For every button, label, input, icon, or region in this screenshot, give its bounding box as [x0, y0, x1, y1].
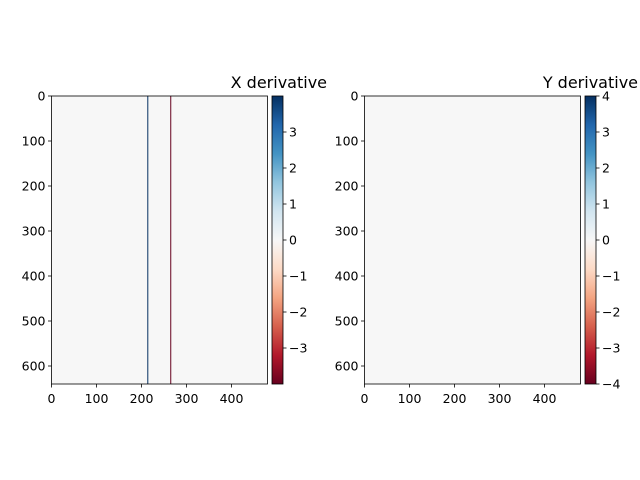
chart-title: Y derivative — [542, 73, 638, 92]
colorbar-tick-label: 2 — [289, 161, 297, 176]
colorbar-gradient — [271, 95, 284, 385]
colorbar-tick-label: 1 — [289, 197, 297, 212]
x-tick-label: 100 — [85, 391, 109, 406]
colorbar-tick-label: −2 — [602, 305, 620, 320]
colorbar-gradient — [584, 95, 597, 385]
x-tick-label: 400 — [220, 391, 244, 406]
colorbar: −4 −3 −2 −1 0 1 2 3 4 — [584, 89, 620, 392]
x-tick-label: 100 — [398, 391, 422, 406]
x-tick-label: 0 — [48, 391, 56, 406]
x-tick-label: 300 — [175, 391, 199, 406]
colorbar-tick-label: −3 — [289, 341, 307, 356]
y-tick-label: 200 — [22, 179, 46, 194]
y-tick-label: 100 — [22, 134, 46, 149]
x-tick-label: 0 — [361, 391, 369, 406]
colorbar: −3 −2 −1 0 1 2 3 — [271, 95, 307, 385]
y-tick-label: 400 — [335, 269, 359, 284]
colorbar-tick-label: 2 — [602, 161, 610, 176]
y-tick-label: 0 — [351, 89, 359, 104]
heatmap-plot-area: 0 100 200 300 400 0 100 200 300 400 500 600 — [22, 89, 268, 406]
colorbar-tick-label: −1 — [289, 269, 307, 284]
y-tick-label: 500 — [335, 314, 359, 329]
plot-frame — [51, 95, 268, 385]
colorbar-tick-label: −4 — [602, 377, 620, 392]
colorbar-tick-label: −1 — [602, 269, 620, 284]
colorbar-tick-label: −3 — [602, 341, 620, 356]
panel-y-derivative: 0 100 200 300 400 0 100 200 300 400 500 600 Y deriv… — [335, 73, 638, 406]
x-tick-label: 400 — [533, 391, 557, 406]
colorbar-tick-label: 0 — [289, 233, 297, 248]
x-tick-label: 200 — [443, 391, 467, 406]
heatmap-background — [51, 96, 268, 384]
colorbar-tick-label: 4 — [602, 89, 610, 104]
y-tick-label: 100 — [335, 134, 359, 149]
panel-x-derivative: 0 100 200 300 400 0 100 200 300 400 500 600 X deriv… — [22, 73, 327, 406]
y-tick-label: 200 — [335, 179, 359, 194]
heatmap-plot-area: 0 100 200 300 400 0 100 200 300 400 500 600 — [335, 89, 581, 406]
y-tick-label: 500 — [22, 314, 46, 329]
y-tick-label: 400 — [22, 269, 46, 284]
x-tick-label: 300 — [488, 391, 512, 406]
heatmap-background — [364, 96, 581, 384]
colorbar-tick-label: 0 — [602, 233, 610, 248]
colorbar-tick-label: 3 — [289, 125, 297, 140]
y-tick-label: 600 — [22, 359, 46, 374]
plot-frame — [364, 95, 581, 385]
x-tick-label: 200 — [130, 391, 154, 406]
y-tick-label: 0 — [38, 89, 46, 104]
colorbar-tick-label: 1 — [602, 197, 610, 212]
chart-title: X derivative — [231, 73, 327, 92]
y-tick-label: 300 — [22, 224, 46, 239]
colorbar-tick-label: 3 — [602, 125, 610, 140]
y-tick-label: 300 — [335, 224, 359, 239]
colorbar-tick-label: −2 — [289, 305, 307, 320]
y-tick-label: 600 — [335, 359, 359, 374]
